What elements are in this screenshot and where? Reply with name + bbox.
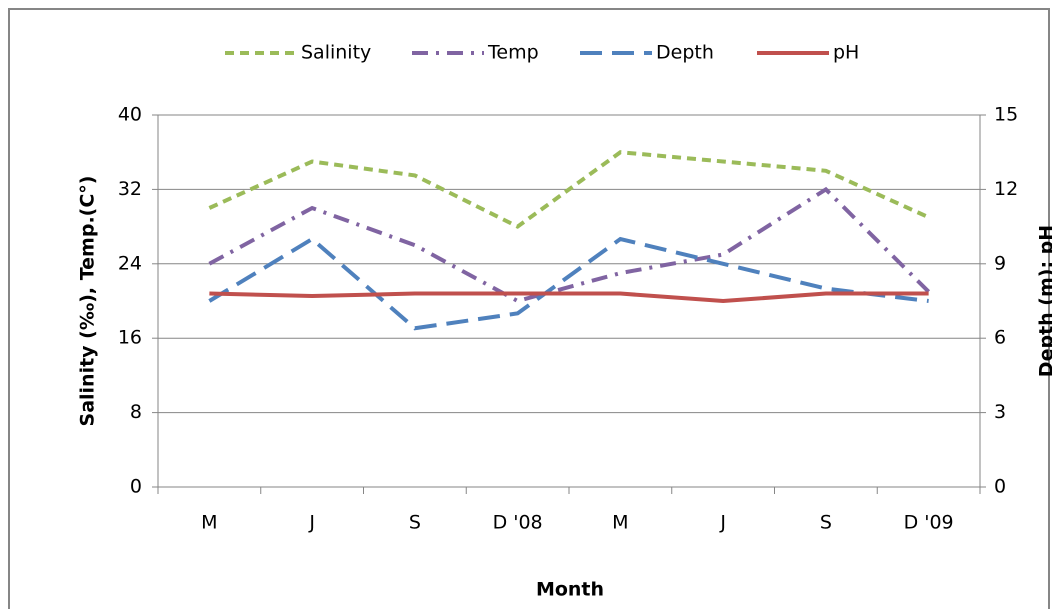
legend-label: Temp [487,42,539,64]
series-line [208,186,931,304]
y-tick-label: 40 [118,104,142,126]
x-axis-label: Month [536,579,604,601]
y2-tick-label: 3 [994,401,1006,423]
x-tick-label: M [612,512,628,534]
x-tick-label: M [201,512,217,534]
y2-tick-label: 6 [994,327,1006,349]
y-tick-label: 24 [118,252,142,274]
y-tick-label: 16 [118,327,142,349]
x-tick-label: J [719,512,726,534]
y-axis-label: Salinity (‰), Temp.(C°) [77,176,99,427]
legend-label: pH [833,42,859,64]
y2-tick-label: 9 [994,252,1006,274]
x-tick-label: J [308,512,315,534]
chart-border [8,8,1050,609]
series-line [208,236,929,331]
y2-tick-label: 0 [994,476,1006,498]
x-tick-label: D '08 [493,512,543,534]
x-tick-label: D '09 [904,512,954,534]
legend-label: Salinity [301,42,371,64]
x-tick-label: S [820,512,832,534]
x-tick-label: S [409,512,421,534]
y-tick-label: 32 [118,178,142,200]
legend-label: Depth [656,42,714,64]
y-tick-label: 8 [130,401,142,423]
y2-tick-label: 15 [994,104,1018,126]
series-line [208,150,930,229]
y2-axis-label: Depth (m); pH [1036,225,1052,377]
y-tick-label: 0 [130,476,142,498]
y2-tick-label: 12 [994,178,1018,200]
series-line [209,291,929,304]
